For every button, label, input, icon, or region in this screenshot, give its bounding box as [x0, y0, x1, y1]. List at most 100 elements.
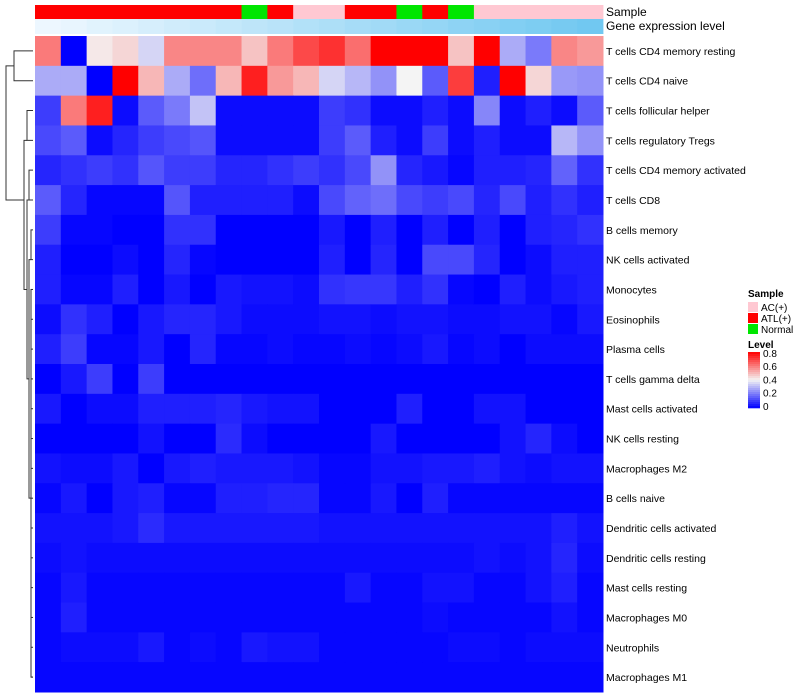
sample-annotation-cell — [319, 5, 346, 19]
heatmap-cell — [86, 453, 113, 484]
heatmap-cell — [422, 214, 449, 246]
heatmap-cell — [577, 185, 604, 216]
row-label: Neutrophils — [606, 642, 659, 654]
heatmap-cell — [215, 65, 243, 97]
heatmap-cell — [164, 125, 191, 156]
heatmap-cell — [396, 36, 423, 67]
heatmap-cell — [499, 36, 527, 67]
heatmap-cell — [448, 572, 475, 604]
heatmap-cell — [35, 453, 62, 484]
heatmap-cell — [86, 155, 113, 186]
row-label: Dendritic cells resting — [606, 553, 706, 565]
heatmap-cell — [293, 572, 320, 604]
heatmap-cell — [86, 274, 113, 305]
legend-gradient-step — [748, 368, 760, 371]
heatmap-cell — [86, 125, 113, 156]
heatmap-cell — [422, 393, 449, 425]
row-label: Macrophages M2 — [606, 463, 687, 475]
heatmap-cell — [499, 483, 527, 514]
heatmap-cell — [35, 364, 62, 395]
heatmap-cell — [422, 513, 449, 544]
heatmap-cell — [112, 364, 139, 395]
heatmap-cell — [215, 602, 243, 633]
row-label: Mast cells resting — [606, 583, 687, 595]
heatmap-cell — [293, 602, 320, 633]
heatmap-cell — [525, 572, 552, 604]
heatmap-cell — [164, 304, 191, 335]
heatmap-cell — [396, 334, 423, 365]
heatmap-cell — [293, 304, 320, 335]
heatmap-cell — [35, 423, 62, 454]
heatmap-cell — [525, 244, 552, 276]
heatmap-cell — [525, 36, 552, 67]
expression-annotation-cell — [422, 19, 449, 34]
heatmap-cell — [344, 304, 372, 335]
heatmap-cell — [473, 125, 501, 156]
heatmap-cell — [448, 95, 475, 126]
heatmap-cell — [551, 602, 578, 633]
legend-swatch — [748, 324, 758, 334]
heatmap-cell — [473, 274, 501, 305]
heatmap-cell — [60, 632, 88, 663]
heatmap-cell — [422, 662, 449, 693]
heatmap-cell — [241, 572, 268, 604]
heatmap-cell — [473, 244, 501, 276]
heatmap-cell — [267, 423, 294, 454]
heatmap-cell — [319, 393, 346, 425]
heatmap-cell — [396, 125, 423, 156]
expression-annotation-cell — [319, 19, 346, 34]
legend-gradient-step — [748, 406, 760, 409]
heatmap-cell — [189, 65, 217, 97]
heatmap-cell — [448, 334, 475, 365]
heatmap-cell — [473, 602, 501, 633]
row-label: T cells CD4 naive — [606, 76, 688, 88]
legend-group-label: ATL(+) — [761, 314, 791, 325]
heatmap-cell — [112, 95, 139, 126]
heatmap-cell — [499, 65, 527, 97]
heatmap-cell — [448, 393, 475, 425]
heatmap-cell — [112, 393, 139, 425]
heatmap-cell — [396, 602, 423, 633]
heatmap-cell — [525, 662, 552, 693]
sample-annotation-cell — [525, 5, 552, 19]
heatmap-cell — [138, 125, 165, 156]
legend-level-tick: 0.6 — [763, 362, 777, 373]
heatmap-cell — [86, 483, 113, 514]
dendrogram-branch — [23, 139, 27, 290]
heatmap-cell — [293, 244, 320, 276]
heatmap-cell — [267, 632, 294, 663]
heatmap-cell — [293, 393, 320, 425]
heatmap-cell — [241, 36, 268, 67]
heatmap-cell — [189, 244, 217, 276]
heatmap-cell — [551, 274, 578, 305]
heatmap-cell — [293, 453, 320, 484]
expression-annotation-cell — [370, 19, 397, 34]
heatmap-cell — [215, 453, 243, 484]
heatmap-cell — [138, 423, 165, 454]
heatmap-cell — [112, 125, 139, 156]
heatmap-cell — [422, 274, 449, 305]
heatmap-cell — [267, 36, 294, 67]
heatmap-cell — [499, 572, 527, 604]
heatmap-cell — [112, 36, 139, 67]
row-label: Plasma cells — [606, 344, 665, 356]
heatmap-cell — [396, 542, 423, 574]
heatmap-cell — [370, 453, 397, 484]
heatmap-cell — [164, 662, 191, 693]
heatmap-cell — [422, 244, 449, 276]
heatmap-cell — [370, 602, 397, 633]
heatmap-cell — [215, 244, 243, 276]
heatmap-cell — [35, 662, 62, 693]
legend-sample-title: Sample — [748, 289, 784, 300]
heatmap-cell — [577, 334, 604, 365]
heatmap-cell — [473, 483, 501, 514]
heatmap-cell — [448, 244, 475, 276]
row-label: Eosinophils — [606, 314, 660, 326]
heatmap-cell — [499, 453, 527, 484]
row-label: Dendritic cells activated — [606, 523, 716, 535]
heatmap-cell — [319, 304, 346, 335]
legend-level-tick: 0 — [763, 402, 769, 413]
heatmap-cell — [164, 453, 191, 484]
heatmap-cell — [499, 364, 527, 395]
heatmap-cell — [189, 632, 217, 663]
